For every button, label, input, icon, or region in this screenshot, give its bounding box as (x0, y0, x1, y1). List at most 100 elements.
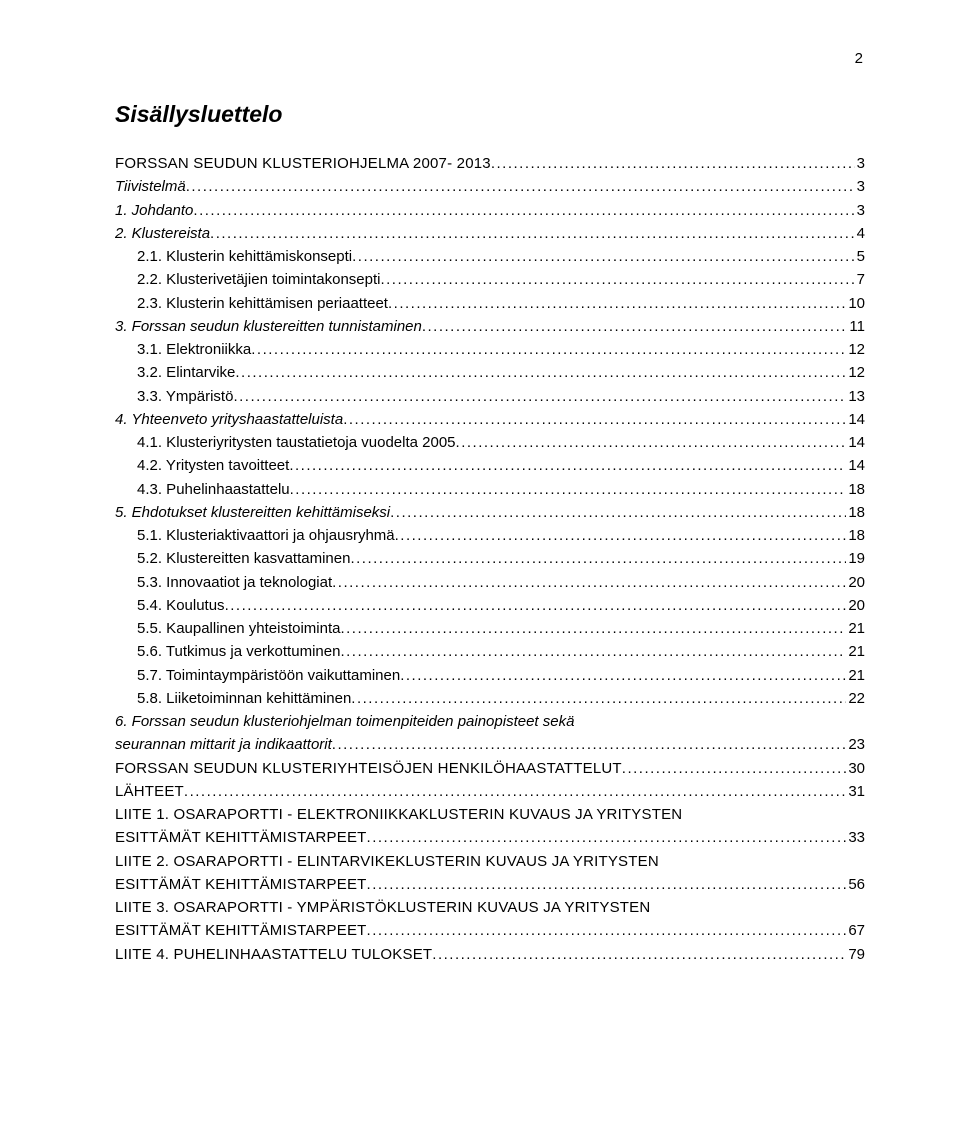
toc-entry-page: 3 (855, 175, 865, 198)
toc-entry-page: 10 (846, 292, 865, 315)
toc-leader-dots (186, 175, 855, 198)
toc-leader-dots (367, 826, 847, 849)
toc-entry: 5.4. Koulutus20 (115, 594, 865, 617)
toc-entry-text: 3.3. Ympäristö (137, 385, 233, 408)
toc-entry: 4. Yhteenveto yrityshaastatteluista14 (115, 408, 865, 431)
toc-entry-page: 19 (846, 547, 865, 570)
toc-entry-page: 22 (846, 687, 865, 710)
toc-entry: 2.1. Klusterin kehittämiskonsepti 5 (115, 245, 865, 268)
toc-leader-dots (343, 408, 846, 431)
toc-leader-dots (184, 780, 846, 803)
toc-entry-page: 31 (846, 780, 865, 803)
toc-entry-page: 5 (855, 245, 865, 268)
toc-entry: 5.3. Innovaatiot ja teknologiat20 (115, 571, 865, 594)
toc-entry-page: 12 (846, 361, 865, 384)
table-of-contents: FORSSAN SEUDUN KLUSTERIOHJELMA 2007- 201… (115, 152, 865, 966)
toc-leader-dots (351, 687, 846, 710)
toc-leader-dots (233, 385, 846, 408)
toc-leader-dots (340, 617, 846, 640)
toc-entry: Tiivistelmä3 (115, 175, 865, 198)
toc-entry-text: 2. Klustereista (115, 222, 210, 245)
toc-entry-text-cont: ESITTÄMÄT KEHITTÄMISTARPEET (115, 919, 367, 942)
toc-leader-dots (332, 733, 847, 756)
toc-entry: LIITE 4. PUHELINHAASTATTELU TULOKSET 79 (115, 943, 865, 966)
toc-entry: 3.3. Ympäristö 13 (115, 385, 865, 408)
toc-entry-text: FORSSAN SEUDUN KLUSTERIOHJELMA 2007- 201… (115, 152, 491, 175)
toc-entry-text: 3.1. Elektroniikka (137, 338, 251, 361)
toc-leader-dots (432, 943, 846, 966)
toc-entry: 4.2. Yritysten tavoitteet14 (115, 454, 865, 477)
toc-entry: 5.2. Klustereitten kasvattaminen 19 (115, 547, 865, 570)
toc-entry-page: 13 (846, 385, 865, 408)
toc-entry: 1. Johdanto3 (115, 199, 865, 222)
toc-entry-text: 4.3. Puhelinhaastattelu (137, 478, 290, 501)
toc-leader-dots (290, 478, 847, 501)
toc-leader-dots (225, 594, 847, 617)
toc-entry-text: LIITE 1. OSARAPORTTI - ELEKTRONIIKKAKLUS… (115, 803, 682, 826)
toc-leader-dots (251, 338, 846, 361)
toc-entry: LÄHTEET 31 (115, 780, 865, 803)
toc-entry: 3.1. Elektroniikka 12 (115, 338, 865, 361)
toc-entry: ESITTÄMÄT KEHITTÄMISTARPEET 56 (115, 873, 865, 896)
toc-leader-dots (400, 664, 846, 687)
toc-entry-page: 14 (846, 408, 865, 431)
toc-leader-dots (422, 315, 848, 338)
toc-leader-dots (456, 431, 847, 454)
toc-entry-page: 7 (855, 268, 865, 291)
toc-leader-dots (491, 152, 855, 175)
toc-leader-dots (332, 571, 846, 594)
toc-leader-dots (352, 245, 855, 268)
toc-entry: FORSSAN SEUDUN KLUSTERIYHTEISÖJEN HENKIL… (115, 757, 865, 780)
toc-entry: 5.5. Kaupallinen yhteistoiminta21 (115, 617, 865, 640)
toc-entry-text: 5.7. Toimintaympäristöön vaikuttaminen (137, 664, 400, 687)
toc-entry: 2.3. Klusterin kehittämisen periaatteet1… (115, 292, 865, 315)
toc-entry-page: 3 (855, 152, 865, 175)
toc-entry-text: 3.2. Elintarvike (137, 361, 235, 384)
toc-entry-text: 2.1. Klusterin kehittämiskonsepti (137, 245, 352, 268)
toc-entry-text: 5.1. Klusteriaktivaattori ja ohjausryhmä (137, 524, 395, 547)
toc-entry-page: 21 (846, 617, 865, 640)
toc-entry-text: 5.4. Koulutus (137, 594, 225, 617)
toc-entry-page: 21 (846, 640, 865, 663)
toc-leader-dots (210, 222, 855, 245)
toc-entry: FORSSAN SEUDUN KLUSTERIOHJELMA 2007- 201… (115, 152, 865, 175)
toc-leader-dots (350, 547, 846, 570)
toc-leader-dots (380, 268, 854, 291)
toc-entry-text: LIITE 2. OSARAPORTTI - ELINTARVIKEKLUSTE… (115, 850, 659, 873)
toc-entry-text: 6. Forssan seudun klusteriohjelman toime… (115, 710, 574, 733)
toc-entry: 2.2. Klusterivetäjien toimintakonsepti7 (115, 268, 865, 291)
toc-entry-text-cont: ESITTÄMÄT KEHITTÄMISTARPEET (115, 873, 367, 896)
toc-entry: ESITTÄMÄT KEHITTÄMISTARPEET33 (115, 826, 865, 849)
toc-entry: 5.6. Tutkimus ja verkottuminen 21 (115, 640, 865, 663)
toc-entry-page: 21 (846, 664, 865, 687)
toc-entry-page: 30 (846, 757, 865, 780)
toc-entry-text: LIITE 4. PUHELINHAASTATTELU TULOKSET (115, 943, 432, 966)
toc-entry-page: 4 (855, 222, 865, 245)
toc-entry-text: 5.2. Klustereitten kasvattaminen (137, 547, 350, 570)
toc-entry: ESITTÄMÄT KEHITTÄMISTARPEET 67 (115, 919, 865, 942)
toc-entry-text: 5.6. Tutkimus ja verkottuminen (137, 640, 340, 663)
toc-entry: LIITE 2. OSARAPORTTI - ELINTARVIKEKLUSTE… (115, 850, 865, 873)
toc-entry-page: 67 (846, 919, 865, 942)
toc-entry-page: 79 (846, 943, 865, 966)
toc-entry: 4.1. Klusteriyritysten taustatietoja vuo… (115, 431, 865, 454)
toc-entry: 3.2. Elintarvike 12 (115, 361, 865, 384)
toc-leader-dots (395, 524, 847, 547)
toc-entry: 4.3. Puhelinhaastattelu18 (115, 478, 865, 501)
toc-entry-page: 3 (855, 199, 865, 222)
toc-entry-page: 14 (846, 454, 865, 477)
toc-entry-text: LIITE 3. OSARAPORTTI - YMPÄRISTÖKLUSTERI… (115, 896, 650, 919)
toc-entry-page: 56 (846, 873, 865, 896)
toc-entry-page: 12 (846, 338, 865, 361)
toc-entry-text: FORSSAN SEUDUN KLUSTERIYHTEISÖJEN HENKIL… (115, 757, 622, 780)
toc-entry-page: 18 (846, 524, 865, 547)
toc-entry: LIITE 1. OSARAPORTTI - ELEKTRONIIKKAKLUS… (115, 803, 865, 826)
toc-entry-text: 5. Ehdotukset klustereitten kehittämisek… (115, 501, 390, 524)
toc-entry-text: 3. Forssan seudun klustereitten tunnista… (115, 315, 422, 338)
toc-entry-text: LÄHTEET (115, 780, 184, 803)
toc-entry: 5.7. Toimintaympäristöön vaikuttaminen 21 (115, 664, 865, 687)
toc-leader-dots (340, 640, 846, 663)
toc-entry-page: 33 (846, 826, 865, 849)
page-number: 2 (115, 50, 865, 67)
toc-entry: LIITE 3. OSARAPORTTI - YMPÄRISTÖKLUSTERI… (115, 896, 865, 919)
